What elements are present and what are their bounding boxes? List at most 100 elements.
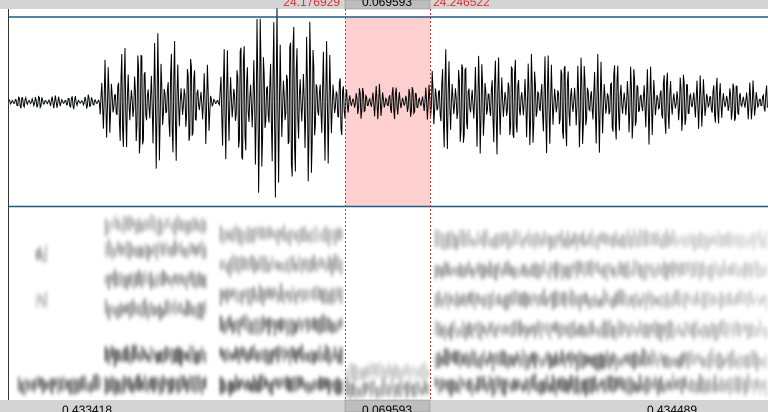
spectrogram-cell xyxy=(286,232,288,242)
spectrogram-cell xyxy=(519,379,521,389)
spectrogram-cell xyxy=(615,267,617,279)
spectrogram-cell xyxy=(316,226,318,243)
spectrogram-cell xyxy=(744,262,746,279)
spectrogram-cell xyxy=(651,293,653,309)
spectrogram[interactable] xyxy=(18,214,767,400)
spectrogram-cell xyxy=(334,346,336,360)
spectrogram-cell xyxy=(183,247,185,258)
spectrogram-cell xyxy=(723,319,725,337)
spectrogram-cell xyxy=(295,291,297,305)
spectrogram-cell xyxy=(639,355,641,366)
spectrogram-cell xyxy=(126,303,128,314)
spectrogram-cell xyxy=(307,231,309,242)
spectrogram-cell xyxy=(672,357,674,366)
spectrogram-cell xyxy=(579,379,581,395)
spectrogram-cell xyxy=(144,270,146,284)
spectrogram-cell xyxy=(421,387,423,396)
spectrogram-cell xyxy=(696,260,698,276)
spectrogram-cell xyxy=(654,376,656,390)
spectrogram-cell xyxy=(373,363,375,377)
spectrogram-cell xyxy=(690,294,692,305)
spectrogram-cell xyxy=(165,299,167,315)
spectrogram-cell xyxy=(618,319,620,337)
spectrogram-cell xyxy=(651,324,653,334)
spectrogram-cell xyxy=(513,378,515,391)
spectrogram-cell xyxy=(657,323,659,339)
spectrogram-cell xyxy=(747,324,749,340)
spectrogram-cell xyxy=(220,376,222,395)
spectrogram-cell xyxy=(271,228,273,238)
spectrogram-cell xyxy=(453,350,455,364)
spectrogram-cell xyxy=(331,353,333,363)
spectrogram-cell xyxy=(198,350,200,364)
spectrogram-cell xyxy=(153,277,155,287)
spectrogram-cell xyxy=(642,323,644,338)
spectrogram-cell xyxy=(645,350,647,367)
spectrogram-cell xyxy=(120,272,122,286)
spectrogram-cell xyxy=(453,296,455,306)
spectrogram-cell xyxy=(468,261,470,274)
spectrogram-cell xyxy=(447,232,449,249)
spectrogram-cell xyxy=(232,352,234,361)
spectrogram-cell xyxy=(525,264,527,278)
spectrogram-cell xyxy=(561,376,563,392)
spectrogram-cell xyxy=(534,373,536,391)
spectrogram-cell xyxy=(253,286,255,301)
spectrogram-cell xyxy=(753,380,755,394)
spectrogram-cell xyxy=(138,374,140,392)
spectrogram-cell xyxy=(75,379,77,394)
spectrogram-cell xyxy=(552,292,554,310)
spectrogram-cell xyxy=(759,263,761,278)
spectrogram-cell xyxy=(253,227,255,244)
spectrogram-cell xyxy=(274,287,276,298)
spectrogram-cell xyxy=(702,292,704,310)
spectrogram-cell xyxy=(340,380,342,394)
spectrogram-cell xyxy=(235,346,237,359)
spectrogram-cell xyxy=(690,233,692,246)
spectrogram-cell xyxy=(483,230,485,249)
spectrogram-cell xyxy=(316,260,318,272)
spectrogram-cell xyxy=(756,353,758,372)
spectrogram-cell xyxy=(678,324,680,335)
spectrogram-cell xyxy=(501,298,503,307)
spectrogram-cell xyxy=(262,255,264,273)
spectrogram-cell xyxy=(168,276,170,285)
spectrogram-cell xyxy=(738,376,740,394)
spectrogram-cell xyxy=(313,317,315,331)
spectrogram-cell xyxy=(750,351,752,367)
spectrogram-cell xyxy=(289,256,291,275)
spectrogram-cell xyxy=(39,247,41,260)
spectrogram-cell xyxy=(708,352,710,370)
spectrogram-cell xyxy=(385,368,387,381)
spectrogram-cell xyxy=(165,378,167,387)
spectrogram-cell xyxy=(573,232,575,245)
spectrogram-cell xyxy=(492,321,494,337)
spectrogram-cell xyxy=(762,236,764,248)
spectrogram-cell xyxy=(220,225,222,243)
spectrogram-cell xyxy=(765,379,767,397)
spectrogram-cell xyxy=(597,298,599,308)
bottom-selection-box[interactable] xyxy=(344,399,431,412)
spectrogram-cell xyxy=(717,323,719,341)
spectrogram-cell xyxy=(663,355,665,368)
spectrogram-cell xyxy=(33,379,35,392)
spectrogram-cell xyxy=(699,327,701,336)
spectrogram-cell xyxy=(684,352,686,364)
waveform[interactable] xyxy=(8,8,768,198)
selection-highlight[interactable] xyxy=(345,17,430,207)
spectrogram-cell xyxy=(117,273,119,287)
spectrogram-cell xyxy=(555,234,557,249)
spectrogram-cell xyxy=(352,382,354,397)
spectrogram-cell xyxy=(304,258,306,270)
spectrogram-cell xyxy=(753,325,755,338)
spectrogram-cell xyxy=(450,379,452,397)
spectrogram-cell xyxy=(642,292,644,304)
spectrogram-cell xyxy=(750,379,752,388)
spectrogram-cell xyxy=(699,374,701,392)
spectrogram-cell xyxy=(711,233,713,245)
spectrogram-cell xyxy=(204,220,206,233)
spectrogram-cell xyxy=(421,363,423,381)
spectrogram-cell xyxy=(198,272,200,287)
selection-duration-box[interactable] xyxy=(344,0,431,10)
right-segment-duration: 0.434489 xyxy=(647,403,697,412)
